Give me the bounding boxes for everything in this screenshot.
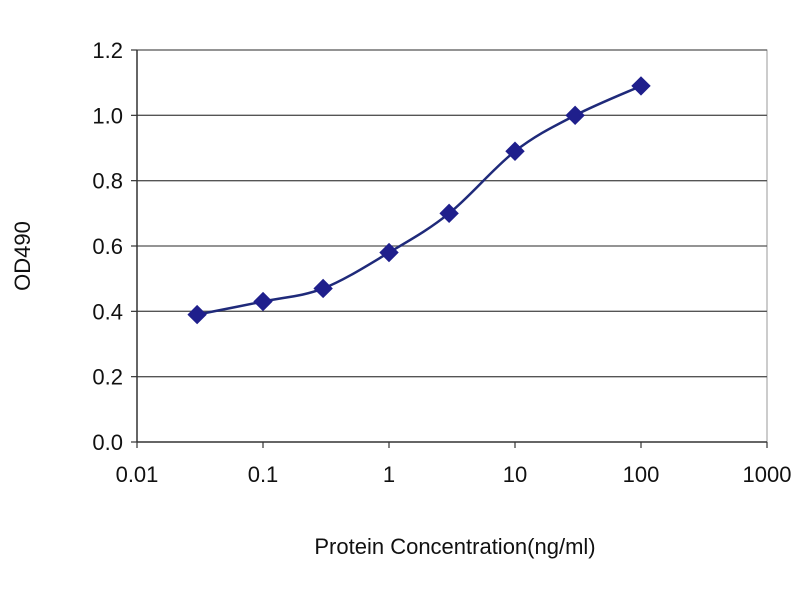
data-point — [379, 242, 399, 263]
data-point — [505, 141, 525, 161]
x-tick-label: 1 — [383, 462, 395, 487]
y-tick-label: 0.4 — [92, 299, 123, 324]
y-tick-label: 1.0 — [92, 103, 123, 128]
data-point — [253, 291, 273, 312]
data-point — [565, 105, 585, 126]
x-tick-label: 0.01 — [116, 462, 159, 487]
y-tick-label: 1.2 — [92, 38, 123, 63]
x-tick-label: 0.1 — [248, 462, 279, 487]
y-tick-label: 0.8 — [92, 169, 123, 194]
data-point — [439, 203, 459, 224]
y-axis-title: OD490 — [10, 221, 35, 291]
data-point — [631, 76, 651, 96]
y-tick-label: 0.0 — [92, 430, 123, 455]
grid-lines — [137, 49, 767, 378]
data-point — [313, 278, 333, 299]
x-tick-label: 100 — [623, 462, 660, 487]
y-tick-labels: 0.0 0.2 0.4 0.6 0.8 1.0 1.2 — [92, 38, 137, 455]
y-tick-label: 0.2 — [92, 365, 123, 390]
x-tick-label: 1000 — [743, 462, 792, 487]
data-point — [187, 304, 207, 325]
x-tick-label: 10 — [503, 462, 527, 487]
y-tick-label: 0.6 — [92, 234, 123, 259]
series-layer — [187, 76, 651, 325]
x-axis-title: Protein Concentration(ng/ml) — [314, 534, 595, 559]
x-tick-labels: 0.01 0.1 1 10 100 1000 — [116, 442, 792, 487]
